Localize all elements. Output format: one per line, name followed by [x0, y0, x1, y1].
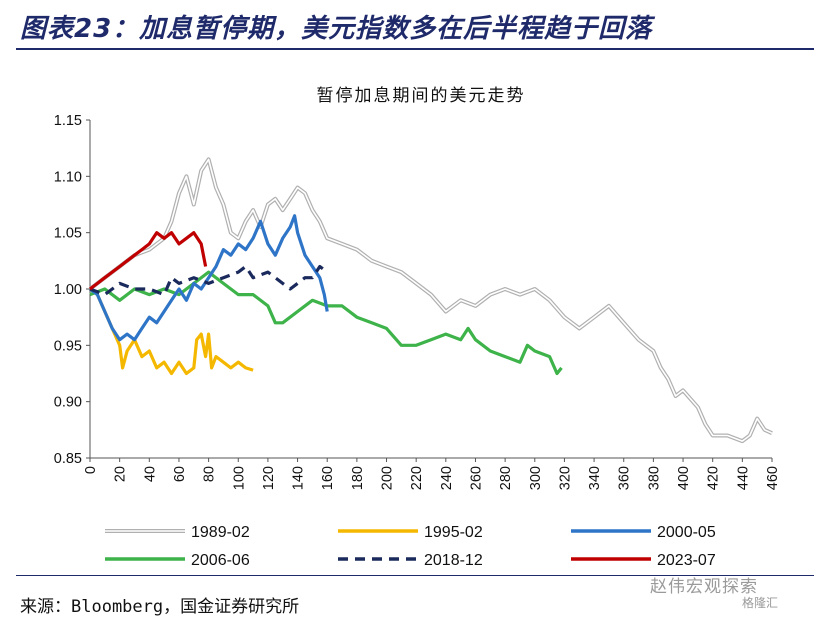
x-tick-label: 40: [142, 466, 158, 482]
series-2023-07: [89, 231, 208, 291]
series-1995-02: [89, 287, 254, 376]
x-tick-label: 20: [113, 466, 129, 482]
x-tick-label: 280: [498, 466, 514, 490]
series-line: [89, 214, 329, 342]
legend-label: 1989-02: [191, 524, 250, 541]
watermark-secondary: 格隆汇: [742, 596, 779, 610]
x-tick-label: 400: [676, 466, 692, 490]
y-tick-label: 0.90: [54, 395, 82, 411]
series-line: [89, 231, 208, 291]
x-tick-label: 440: [735, 466, 751, 490]
series-2018-12: [89, 264, 329, 297]
chart-legend: 1989-02 1995-02 2000-05 2006-06 2018-12 2023-…: [105, 524, 716, 569]
x-tick-label: 300: [528, 466, 544, 490]
legend-label: 1995-02: [424, 524, 483, 541]
x-tick-label: 160: [320, 466, 336, 490]
series-2006-06: [89, 270, 563, 376]
bottom-rule: [16, 575, 814, 576]
figure-title: 图表23：加息暂停期，美元指数多在后半程趋于回落: [20, 14, 653, 44]
x-tick-label: 340: [587, 466, 603, 490]
x-tick-label: 180: [350, 466, 366, 490]
legend-label: 2018-12: [424, 552, 483, 569]
legend-item-1989-02: 1989-02: [105, 524, 250, 541]
legend-label: 2023-07: [657, 552, 716, 569]
x-tick-label: 60: [172, 466, 188, 482]
y-tick-label: 0.85: [54, 451, 82, 467]
legend-label: 2006-06: [191, 552, 250, 569]
x-tick-label: 140: [291, 466, 307, 490]
legend-item-2000-05: 2000-05: [571, 524, 716, 541]
chart-title: 暂停加息期间的美元走势: [317, 86, 526, 106]
x-tick-label: 220: [409, 466, 425, 490]
x-tick-label: 320: [557, 466, 573, 490]
x-tick-label: 0: [83, 466, 99, 474]
y-tick-label: 1.00: [54, 282, 82, 298]
legend-label: 2000-05: [657, 524, 716, 541]
watermark-primary: 赵伟宏观探索: [650, 577, 758, 597]
chart-axes: 0.85 0.90 0.95 1.00 1.05 1.10 1.15 0 20 40 60 80 100…: [54, 113, 781, 490]
series-2000-05: [89, 214, 329, 342]
x-tick-label: 100: [231, 466, 247, 490]
watermark: 赵伟宏观探索 格隆汇: [650, 572, 778, 610]
x-tick-label: 240: [439, 466, 455, 490]
x-tick-label: 360: [617, 466, 633, 490]
legend-item-2018-12: 2018-12: [338, 552, 483, 569]
source-note: 来源：Bloomberg，国金证券研究所: [20, 597, 300, 617]
series-1989-02: [88, 157, 773, 444]
x-tick-label: 420: [706, 466, 722, 490]
legend-item-2023-07: 2023-07: [571, 552, 716, 569]
y-tick-label: 1.15: [54, 113, 82, 129]
legend-item-2006-06: 2006-06: [105, 552, 250, 569]
x-tick-label: 380: [646, 466, 662, 490]
series-line-inner: [89, 158, 773, 442]
series-line: [89, 270, 563, 376]
y-tick-label: 1.10: [54, 169, 82, 185]
x-tick-label: 120: [261, 466, 277, 490]
top-rule: [16, 48, 814, 50]
x-tick-label: 460: [765, 466, 781, 490]
series-line: [89, 264, 329, 297]
series-line: [89, 287, 254, 376]
y-tick-label: 1.05: [54, 226, 82, 242]
x-tick-label: 200: [380, 466, 396, 490]
y-tick-label: 0.95: [54, 338, 82, 354]
x-tick-label: 80: [202, 466, 218, 482]
chart-series-layer: [88, 157, 773, 444]
x-tick-label: 260: [468, 466, 484, 490]
legend-item-1995-02: 1995-02: [338, 524, 483, 541]
